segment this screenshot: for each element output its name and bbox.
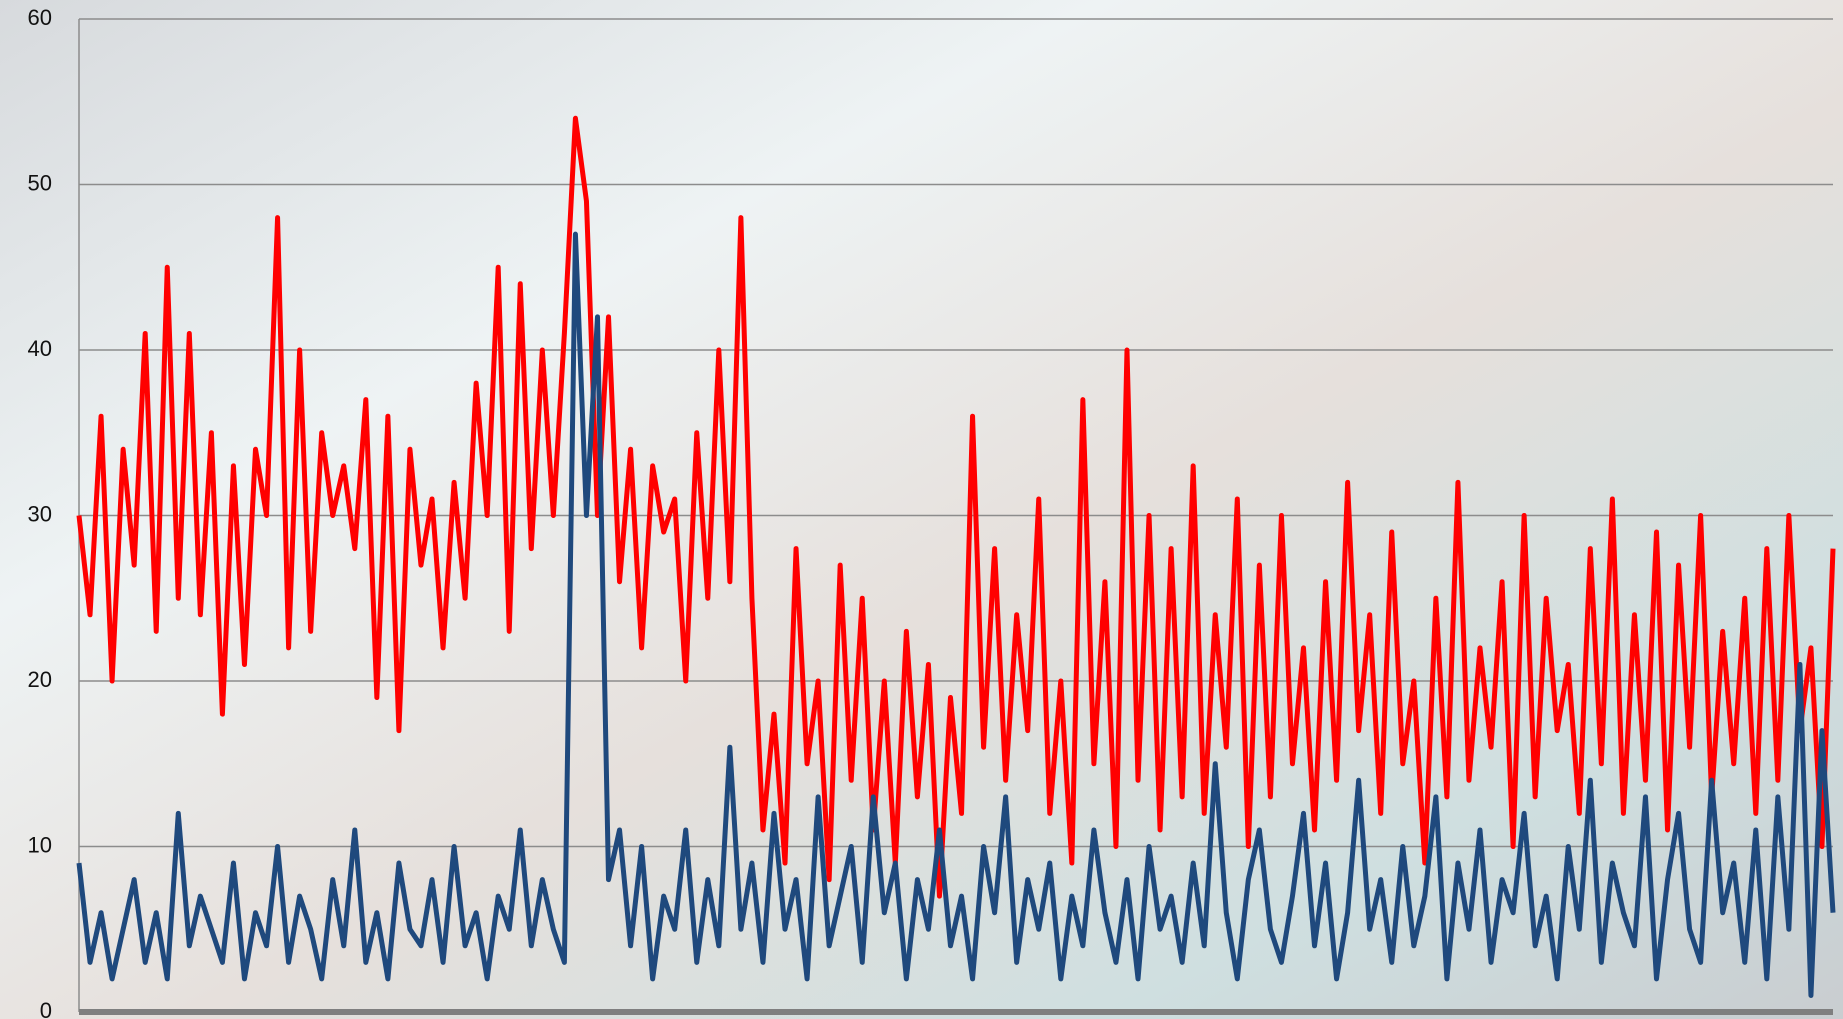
series-line <box>76 115 1836 899</box>
y-tick-label: 0 <box>40 998 52 1019</box>
y-tick-label: 50 <box>28 170 52 195</box>
y-tick-label: 30 <box>28 501 52 526</box>
y-tick-label: 60 <box>28 5 52 30</box>
y-tick-label: 20 <box>28 667 52 692</box>
y-tick-label: 40 <box>28 336 52 361</box>
series-line <box>76 231 1836 998</box>
y-tick-label: 10 <box>28 832 52 857</box>
